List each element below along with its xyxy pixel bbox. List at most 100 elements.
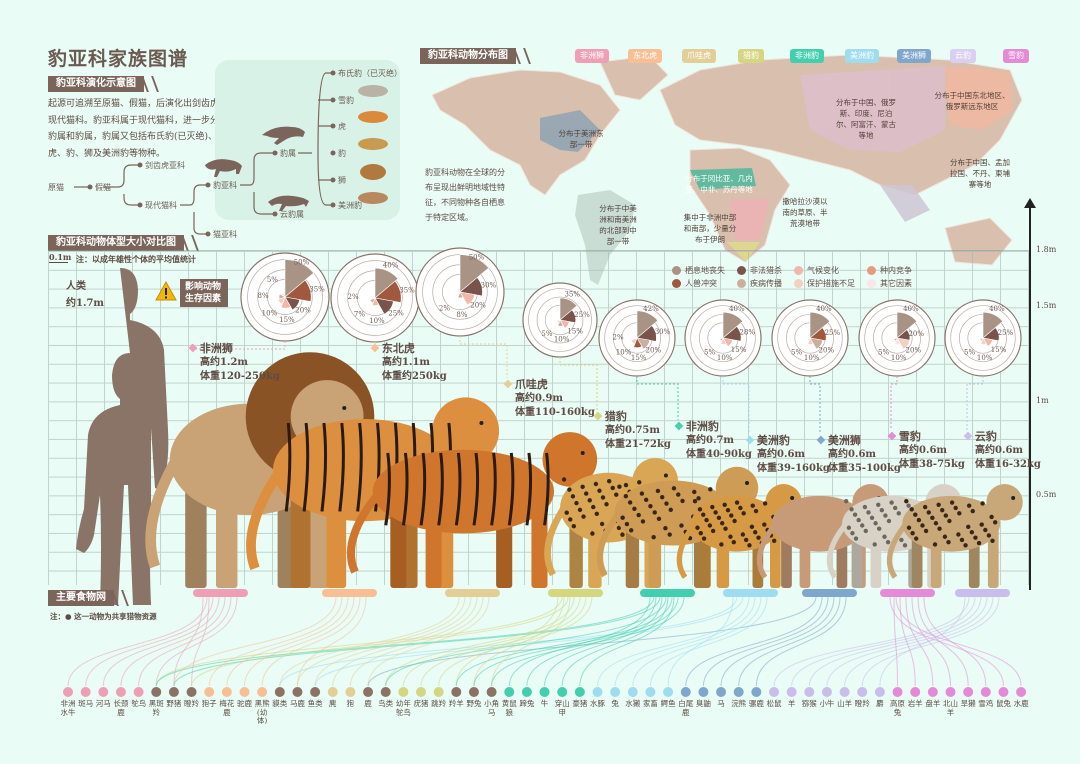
food-label: 貘类 <box>272 699 288 708</box>
spot <box>852 512 858 517</box>
tree-node: 狮 <box>338 176 346 185</box>
size-note: 注：以成年雄性个体的平均值统计 <box>76 254 196 264</box>
spot <box>979 522 984 527</box>
spot <box>940 508 945 513</box>
rose-petal <box>556 319 561 324</box>
threat-rose-chart: 40% 25% 20%10%5% <box>771 299 849 377</box>
rose-petal-label: 7% <box>354 311 365 319</box>
food-dot <box>769 687 779 697</box>
connector-line <box>459 336 508 378</box>
legend-swatch <box>737 266 746 275</box>
rose-petal-label: 20% <box>646 346 662 354</box>
tail <box>756 522 778 579</box>
tree-node: 豹亚科 <box>213 181 237 190</box>
rose-petal-label: 20% <box>819 346 835 354</box>
spot <box>756 535 761 540</box>
map-note-cheetah: 集中于非洲中部和南部，少量分布于伊朗 <box>683 213 737 244</box>
food-dot <box>645 687 656 697</box>
stripe <box>401 452 409 526</box>
spot <box>906 503 911 508</box>
spot <box>574 500 579 506</box>
species-name-row: ❖ 爪哇虎 <box>503 378 595 392</box>
rose-petal <box>374 297 394 315</box>
spot <box>668 507 673 513</box>
rose-petal-label: 10% <box>977 354 993 362</box>
spot <box>862 504 868 510</box>
rose-petal <box>459 277 483 297</box>
food-link <box>879 596 966 687</box>
spot <box>593 481 599 487</box>
spot <box>620 532 625 537</box>
food-link <box>738 596 841 687</box>
rose-petal <box>722 311 744 339</box>
species-name: 东北虎 <box>381 342 415 355</box>
legend-label: 其它因素 <box>880 279 912 288</box>
species-name-row: ❖ 美洲豹 <box>745 434 830 448</box>
species-weight: 体重21-72kg <box>605 439 671 450</box>
legend-label: 人兽冲突 <box>685 279 717 288</box>
spot <box>591 504 596 510</box>
spot <box>610 485 615 491</box>
species-label: ❖ 东北虎 高约1.1m 体重约250kg <box>370 342 447 384</box>
spot <box>620 515 625 520</box>
map-legend-chip: 云豹 <box>950 49 976 63</box>
legend-label: 非法猎杀 <box>750 266 782 275</box>
food-dot <box>963 687 974 697</box>
spot <box>762 501 768 506</box>
spot <box>873 521 878 526</box>
rose-petal-label: 10% <box>804 354 820 362</box>
spot <box>913 536 919 541</box>
map-note-lion: 撒哈拉沙漠以南的草原、半荒漠地带 <box>782 197 828 228</box>
map-note-leopard: 分布于冈比亚、几内亚、中非、苏丹等地 <box>685 174 753 194</box>
food-link <box>438 596 593 687</box>
rose-petal-label: 42% <box>643 305 659 313</box>
food-link <box>526 596 657 687</box>
spot <box>581 514 586 519</box>
species-name-row: ❖ 非洲狮 <box>188 342 280 356</box>
predator-bar <box>802 589 857 597</box>
evolution-text: 起源可追溯至原猫、假猫，后演化出剑齿虎亚科与现代猫科。豹亚科属于现代猫科，进一步… <box>48 99 247 159</box>
human-height: 约1.7m <box>66 298 104 309</box>
rose-petal <box>374 267 399 299</box>
food-label: 猕猴 <box>801 699 817 708</box>
spot <box>671 486 677 491</box>
food-dot <box>451 687 462 697</box>
rose-petal-label: 5% <box>541 330 552 338</box>
food-link <box>155 596 238 687</box>
food-link <box>155 596 563 687</box>
rose-petal <box>719 337 724 342</box>
food-dot <box>416 687 426 697</box>
food-label: 水鹿 <box>1013 699 1029 708</box>
food-note: 注：● 这一动物为共享猎物资源 <box>50 612 157 621</box>
spot <box>660 495 665 500</box>
spot <box>676 492 681 497</box>
threat-rose-chart: 40%20%20%10%5% <box>858 299 936 377</box>
legend-swatch <box>867 266 876 275</box>
spot <box>597 488 602 493</box>
food-link <box>649 596 768 687</box>
rose-petal-label: 8% <box>258 292 269 300</box>
species-height: 高约1.2m <box>200 357 248 368</box>
rose-petal <box>635 336 638 339</box>
axis-tick: 1m <box>1036 396 1049 405</box>
threat-rose-chart: 50% 35% 20%15%10% 8% 5% <box>240 252 330 342</box>
legend-swatch <box>672 266 681 275</box>
species-weight: 体重40-90kg <box>686 449 752 460</box>
species-weight: 体重约250kg <box>382 371 447 382</box>
eye <box>744 480 749 485</box>
food-dot <box>521 687 532 697</box>
food-link <box>720 596 835 687</box>
spot <box>889 500 894 505</box>
rose-petal <box>369 297 376 304</box>
legend-label: 保护措施不足 <box>807 279 855 288</box>
spot <box>973 535 978 540</box>
food-link <box>632 596 762 687</box>
species-height: 高约1.1m <box>382 357 430 368</box>
food-link <box>667 596 734 687</box>
tree-lines <box>74 70 336 237</box>
rose-petal <box>896 337 911 350</box>
food-label: 羚羊 <box>448 699 464 708</box>
rose-petal-label: 50% <box>469 254 485 262</box>
legend-label: 疾病传播 <box>750 279 782 288</box>
